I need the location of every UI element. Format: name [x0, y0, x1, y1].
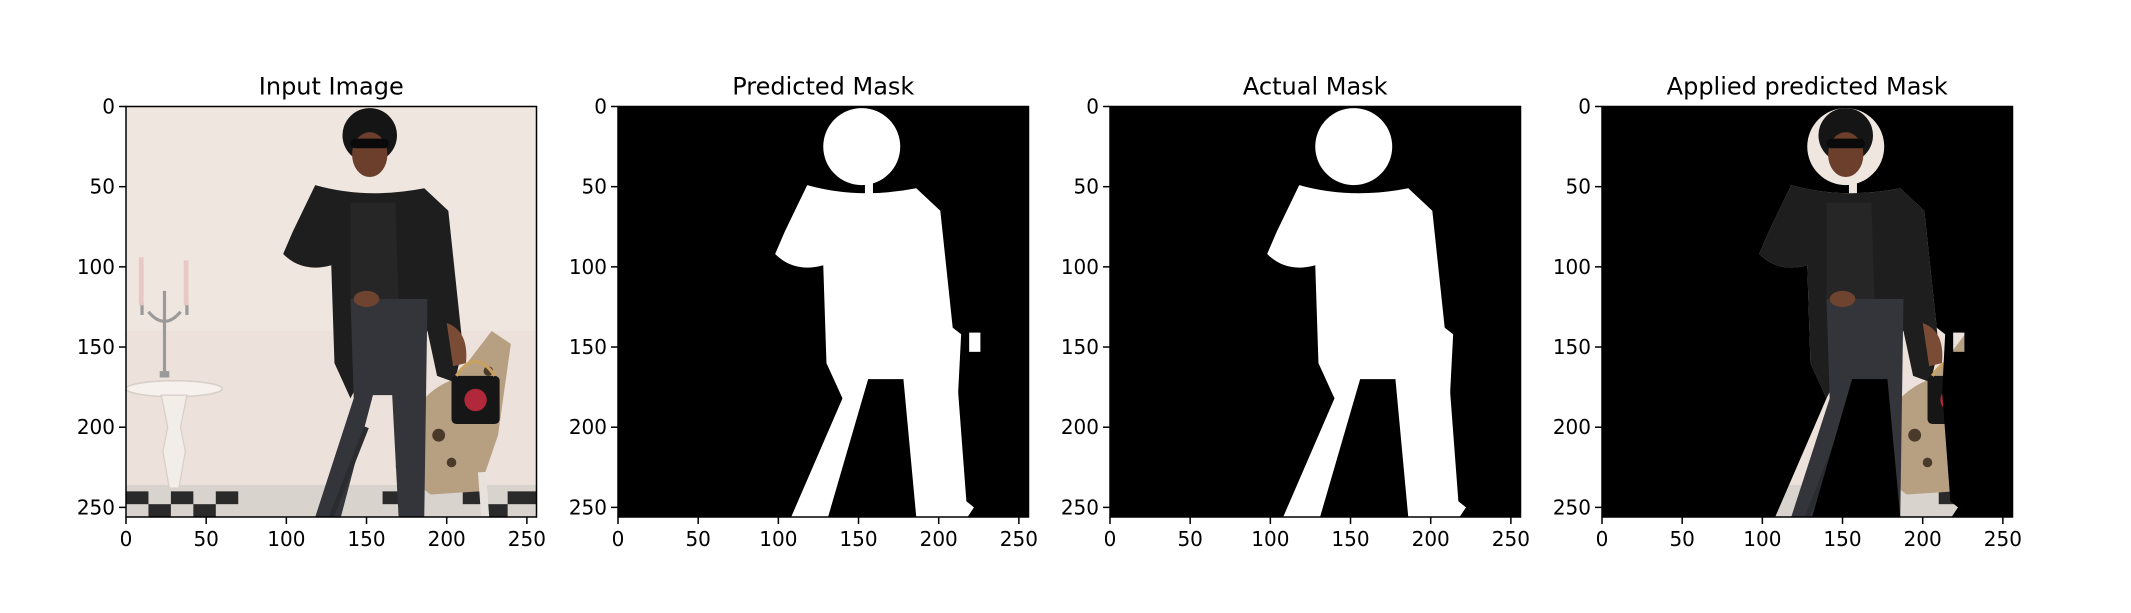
- x-tick-label: 150: [839, 527, 877, 551]
- x-tick-label: 100: [267, 527, 305, 551]
- x-tick-label: 250: [1000, 527, 1038, 551]
- y-tick-label: 200: [77, 415, 115, 439]
- y-tick-label: 150: [77, 335, 115, 359]
- x-tick-label: 0: [1596, 527, 1609, 551]
- subplot-title: Input Image: [259, 73, 404, 101]
- y-tick-label: 50: [90, 175, 115, 199]
- x-tick-label: 50: [1669, 527, 1694, 551]
- x-tick-label: 200: [428, 527, 466, 551]
- y-tick-label: 0: [1086, 95, 1099, 119]
- subplot-title: Applied predicted Mask: [1667, 73, 1948, 101]
- image-binary-mask: [1110, 106, 1521, 517]
- axes-frame: [125, 105, 538, 518]
- y-tick-label: 150: [569, 335, 607, 359]
- y-tick-label: 100: [77, 255, 115, 279]
- x-tick-label: 50: [685, 527, 710, 551]
- x-tick-label: 150: [1823, 527, 1861, 551]
- y-tick-label: 50: [1566, 175, 1591, 199]
- axes-frame: [1601, 105, 2014, 518]
- image-masked-photo: [1602, 106, 2013, 517]
- y-tick-label: 0: [1578, 95, 1591, 119]
- image-binary-mask: [618, 106, 1029, 517]
- subplot-title: Actual Mask: [1243, 73, 1388, 101]
- x-tick-label: 100: [1251, 527, 1289, 551]
- x-tick-label: 0: [1104, 527, 1117, 551]
- y-tick-label: 100: [1061, 255, 1099, 279]
- x-tick-label: 250: [508, 527, 546, 551]
- y-tick-label: 150: [1553, 335, 1591, 359]
- y-tick-label: 250: [1061, 495, 1099, 519]
- y-tick-label: 200: [1061, 415, 1099, 439]
- x-tick-label: 100: [759, 527, 797, 551]
- x-tick-label: 250: [1492, 527, 1530, 551]
- y-tick-label: 100: [1553, 255, 1591, 279]
- y-tick-label: 200: [1553, 415, 1591, 439]
- image-photo: [126, 107, 537, 518]
- x-tick-label: 50: [1177, 527, 1202, 551]
- y-tick-label: 150: [1061, 335, 1099, 359]
- x-tick-label: 250: [1984, 527, 2022, 551]
- x-tick-label: 150: [347, 527, 385, 551]
- y-tick-label: 0: [594, 95, 607, 119]
- x-tick-label: 100: [1743, 527, 1781, 551]
- x-tick-label: 200: [1412, 527, 1450, 551]
- y-tick-label: 50: [582, 175, 607, 199]
- x-tick-label: 200: [920, 527, 958, 551]
- x-tick-label: 200: [1904, 527, 1942, 551]
- x-tick-label: 0: [612, 527, 625, 551]
- y-tick-label: 50: [1074, 175, 1099, 199]
- y-tick-label: 250: [569, 495, 607, 519]
- x-tick-label: 0: [120, 527, 133, 551]
- x-tick-label: 50: [193, 527, 218, 551]
- y-tick-label: 200: [569, 415, 607, 439]
- x-tick-label: 150: [1331, 527, 1369, 551]
- axes-frame: [1109, 105, 1522, 518]
- axes-frame: [617, 105, 1030, 518]
- y-tick-label: 100: [569, 255, 607, 279]
- y-tick-label: 250: [1553, 495, 1591, 519]
- y-tick-label: 250: [77, 495, 115, 519]
- subplot-title: Predicted Mask: [732, 73, 914, 101]
- y-tick-label: 0: [102, 95, 115, 119]
